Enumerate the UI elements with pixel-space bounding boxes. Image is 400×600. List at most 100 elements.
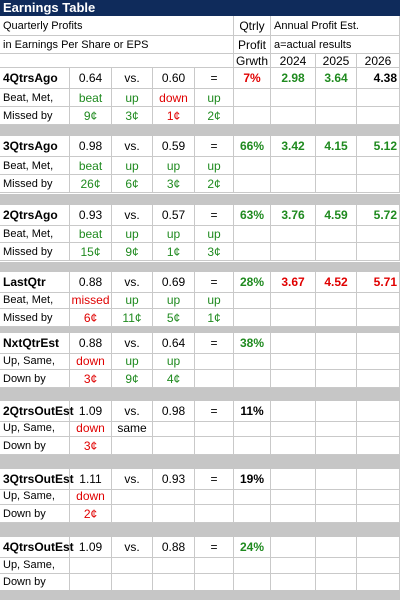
table-cell: missed <box>70 291 112 309</box>
table-cell <box>234 157 271 175</box>
table-cell: 5¢ <box>153 309 195 327</box>
row-label: 2QtrsAgo <box>0 205 70 226</box>
table-cell: 1.09 <box>70 401 112 422</box>
row-label: Beat, Met, <box>0 89 70 107</box>
table-cell: 4.52 <box>316 272 357 293</box>
table-cell <box>357 573 400 591</box>
table-cell: vs. <box>112 68 153 89</box>
table-cell <box>316 487 357 505</box>
table-cell <box>271 573 316 591</box>
row-label: Down by <box>0 370 70 388</box>
table-cell <box>357 419 400 437</box>
table-cell <box>271 157 316 175</box>
table-row: 2QtrsAgo 0.93 vs. 0.57 = 63% 3.76 4.59 5.72 <box>0 205 400 226</box>
table-cell <box>153 505 195 523</box>
table-cell: 3.67 <box>271 272 316 293</box>
table-cell <box>357 333 400 354</box>
table-cell <box>357 175 400 193</box>
table-cell <box>316 469 357 490</box>
table-row: Beat, Met, beat up up up <box>0 157 400 175</box>
table-cell: up <box>195 157 234 175</box>
actual-header: a=actual results <box>271 36 400 54</box>
table-cell <box>316 573 357 591</box>
row-label: 4QtrsAgo <box>0 68 70 89</box>
table-row: Beat, Met, beat up down up <box>0 89 400 107</box>
table-cell <box>153 556 195 574</box>
table-cell: 6¢ <box>70 309 112 327</box>
table-cell <box>234 573 271 591</box>
table-cell <box>316 537 357 558</box>
table-row: Beat, Met, beat up up up <box>0 225 400 243</box>
table-cell: 0.93 <box>70 205 112 226</box>
table-row: Down by 2¢ <box>0 505 400 523</box>
table-cell <box>357 107 400 125</box>
table-cell <box>316 352 357 370</box>
table-cell: 0.59 <box>153 136 195 157</box>
table-cell: down <box>70 352 112 370</box>
table-cell <box>271 469 316 490</box>
row-label: Up, Same, <box>0 487 70 505</box>
table-cell: up <box>112 352 153 370</box>
table-cell: beat <box>70 89 112 107</box>
block-separator <box>0 194 400 205</box>
table-cell: 3.42 <box>271 136 316 157</box>
row-label: 3QtrsAgo <box>0 136 70 157</box>
table-cell: 2¢ <box>70 505 112 523</box>
table-cell: 1.09 <box>70 537 112 558</box>
table-cell: 26¢ <box>70 175 112 193</box>
table-cell <box>195 370 234 388</box>
table-cell <box>271 107 316 125</box>
table-cell <box>357 157 400 175</box>
table-cell: vs. <box>112 401 153 422</box>
table-cell <box>316 225 357 243</box>
table-cell: = <box>195 537 234 558</box>
table-cell <box>271 225 316 243</box>
table-cell <box>195 556 234 574</box>
table-cell <box>234 437 271 455</box>
table-row: Beat, Met, missed up up up <box>0 291 400 309</box>
table-row: Missed by 26¢ 6¢ 3¢ 2¢ <box>0 175 400 193</box>
table-cell: 3.76 <box>271 205 316 226</box>
table-title: Earnings Table <box>0 0 400 16</box>
table-cell <box>316 505 357 523</box>
table-cell <box>234 225 271 243</box>
table-cell: up <box>112 225 153 243</box>
table-cell <box>271 352 316 370</box>
table-cell <box>112 573 153 591</box>
table-cell <box>271 89 316 107</box>
table-cell: = <box>195 136 234 157</box>
table-cell <box>234 556 271 574</box>
table-cell: 24% <box>234 537 271 558</box>
table-cell <box>112 505 153 523</box>
row-label: Missed by <box>0 243 70 261</box>
table-cell: 3.64 <box>316 68 357 89</box>
table-cell: 11% <box>234 401 271 422</box>
table-cell <box>357 437 400 455</box>
table-cell <box>195 573 234 591</box>
block-separator <box>0 125 400 136</box>
row-label: Beat, Met, <box>0 291 70 309</box>
table-cell: up <box>153 225 195 243</box>
table-cell: 3¢ <box>70 437 112 455</box>
table-cell: 1.11 <box>70 469 112 490</box>
table-cell: 0.88 <box>153 537 195 558</box>
table-cell: down <box>70 419 112 437</box>
table-cell: 7% <box>234 68 271 89</box>
table-cell: 66% <box>234 136 271 157</box>
table-cell <box>316 107 357 125</box>
table-cell <box>271 487 316 505</box>
table-cell <box>195 419 234 437</box>
table-cell: 63% <box>234 205 271 226</box>
table-cell <box>271 291 316 309</box>
table-cell <box>195 487 234 505</box>
table-row: Up, Same, down up up <box>0 352 400 370</box>
header-line-1: Quarterly Profits <box>0 16 234 36</box>
table-row: NxtQtrEst 0.88 vs. 0.64 = 38% <box>0 333 400 354</box>
block-separator <box>0 327 400 333</box>
table-cell: same <box>112 419 153 437</box>
table-cell <box>234 243 271 261</box>
header-row-2: in Earnings Per Share or EPS Profit a=ac… <box>0 36 400 54</box>
table-cell <box>357 243 400 261</box>
table-cell <box>70 573 112 591</box>
table-cell: 4.15 <box>316 136 357 157</box>
